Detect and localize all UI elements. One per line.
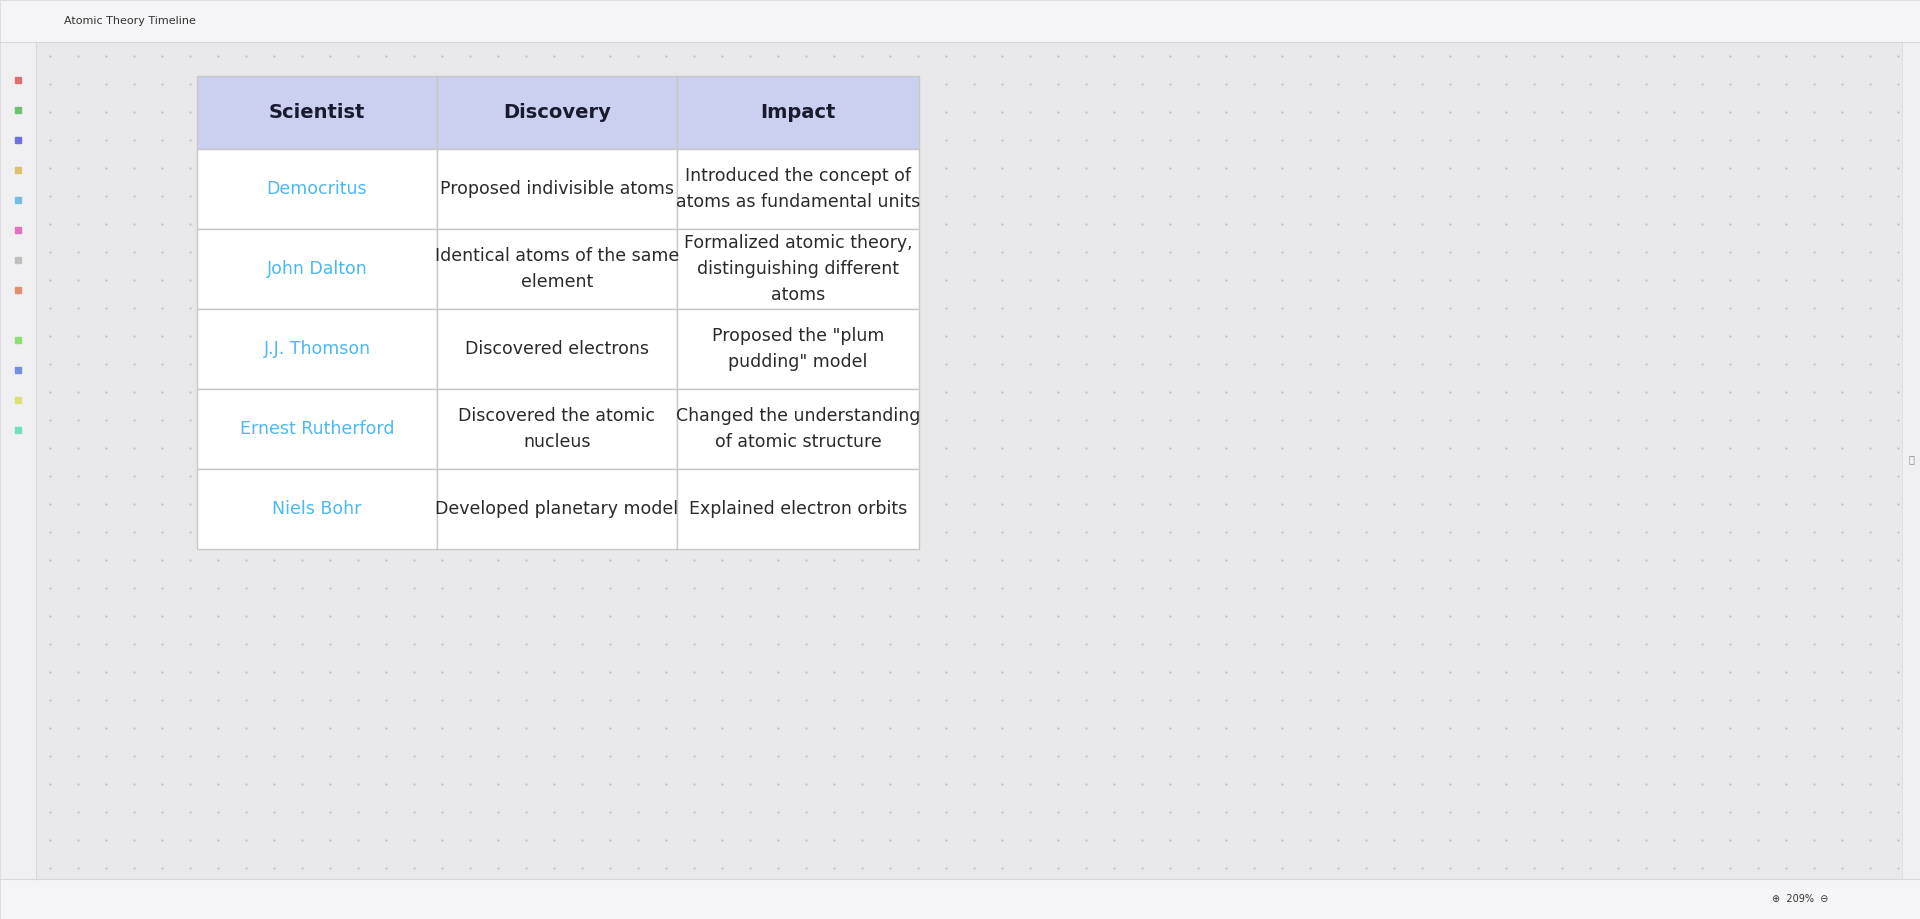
Text: Scientist: Scientist (269, 103, 365, 122)
Text: John Dalton: John Dalton (267, 260, 367, 278)
FancyBboxPatch shape (438, 229, 678, 309)
FancyBboxPatch shape (0, 879, 1920, 919)
FancyBboxPatch shape (198, 469, 438, 549)
FancyBboxPatch shape (198, 309, 438, 389)
FancyBboxPatch shape (678, 76, 920, 149)
Text: Proposed indivisible atoms: Proposed indivisible atoms (440, 180, 674, 198)
Text: Atomic Theory Timeline: Atomic Theory Timeline (63, 16, 196, 26)
FancyBboxPatch shape (438, 389, 678, 469)
Text: Ernest Rutherford: Ernest Rutherford (240, 420, 394, 438)
FancyBboxPatch shape (438, 309, 678, 389)
Text: Formalized atomic theory,
distinguishing different
atoms: Formalized atomic theory, distinguishing… (684, 233, 912, 304)
Text: Discovered the atomic
nucleus: Discovered the atomic nucleus (459, 407, 655, 451)
FancyBboxPatch shape (438, 469, 678, 549)
FancyBboxPatch shape (678, 389, 920, 469)
FancyBboxPatch shape (438, 76, 678, 149)
Text: Developed planetary model: Developed planetary model (436, 500, 678, 518)
Text: Proposed the "plum
pudding" model: Proposed the "plum pudding" model (712, 327, 885, 371)
Text: Niels Bohr: Niels Bohr (273, 500, 361, 518)
Text: Explained electron orbits: Explained electron orbits (689, 500, 906, 518)
FancyBboxPatch shape (678, 309, 920, 389)
FancyBboxPatch shape (438, 149, 678, 229)
FancyBboxPatch shape (678, 149, 920, 229)
FancyBboxPatch shape (198, 76, 438, 149)
FancyBboxPatch shape (198, 149, 438, 229)
Text: ⓘ: ⓘ (1908, 455, 1914, 464)
Text: Discovery: Discovery (503, 103, 611, 122)
Text: ⊕  209%  ⊖: ⊕ 209% ⊖ (1772, 894, 1828, 904)
Text: Introduced the concept of
atoms as fundamental units: Introduced the concept of atoms as funda… (676, 167, 920, 211)
FancyBboxPatch shape (198, 229, 438, 309)
Text: Impact: Impact (760, 103, 835, 122)
FancyBboxPatch shape (0, 42, 36, 919)
Text: Discovered electrons: Discovered electrons (465, 340, 649, 358)
FancyBboxPatch shape (0, 0, 1920, 42)
FancyBboxPatch shape (1903, 42, 1920, 919)
FancyBboxPatch shape (198, 389, 438, 469)
Text: Democritus: Democritus (267, 180, 367, 198)
Text: Changed the understanding
of atomic structure: Changed the understanding of atomic stru… (676, 407, 920, 451)
Text: Identical atoms of the same
element: Identical atoms of the same element (434, 247, 680, 291)
FancyBboxPatch shape (678, 229, 920, 309)
Text: J.J. Thomson: J.J. Thomson (263, 340, 371, 358)
FancyBboxPatch shape (678, 469, 920, 549)
